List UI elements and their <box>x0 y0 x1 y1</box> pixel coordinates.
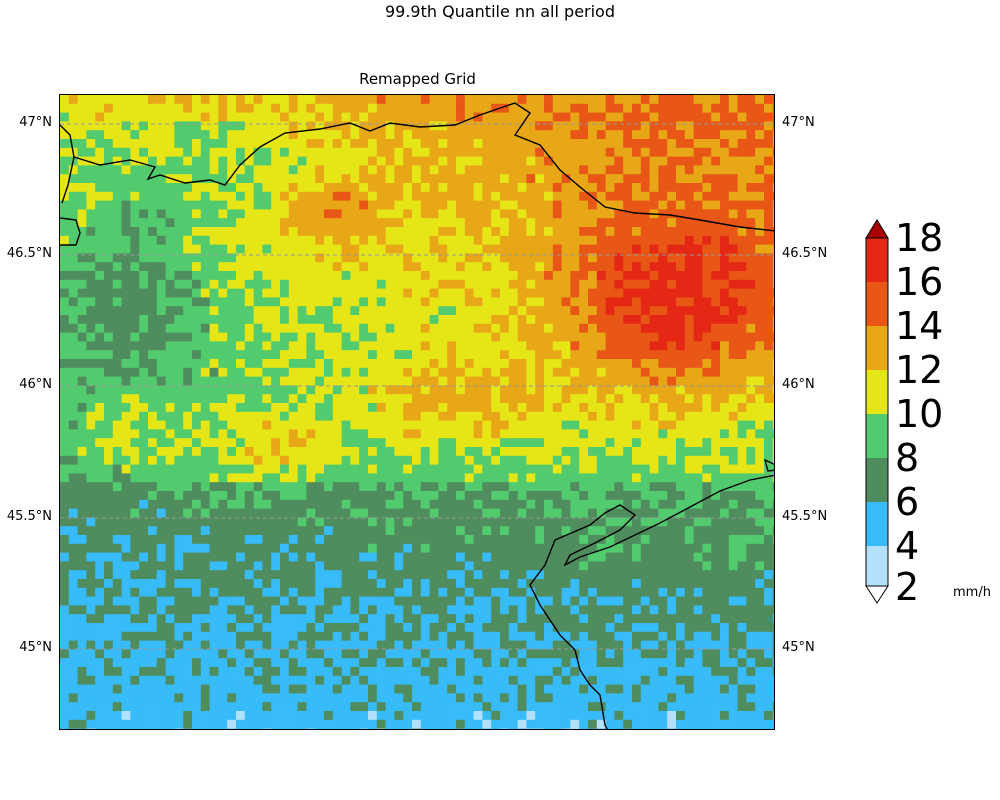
lat-label-right-47: 47°N <box>782 115 815 130</box>
colorbar-tick-10: 10 <box>895 392 944 436</box>
colorbar <box>865 219 889 604</box>
map-plot-area <box>59 94 775 730</box>
colorbar-extend-under <box>865 585 889 604</box>
lat-label-left-45-5: 45.5°N <box>6 509 52 524</box>
colorbar-bin-14-16 <box>866 282 888 326</box>
colorbar-tick-16: 16 <box>895 260 944 304</box>
map-title: Remapped Grid <box>359 70 476 88</box>
precipitation-map <box>60 95 774 729</box>
colorbar-tick-14: 14 <box>895 304 944 348</box>
coastline-2 <box>529 458 774 729</box>
colorbar-tick-12: 12 <box>895 348 944 392</box>
colorbar-bin-2-4 <box>866 546 888 586</box>
lat-label-right-46-5: 46.5°N <box>782 246 828 261</box>
lat-label-right-45-5: 45.5°N <box>782 509 828 524</box>
lat-label-left-47: 47°N <box>19 115 52 130</box>
lat-label-right-45: 45°N <box>782 640 815 655</box>
colorbar-tick-8: 8 <box>895 436 920 480</box>
coastline-1 <box>73 102 774 232</box>
colorbar-bin-10-12 <box>866 370 888 414</box>
colorbar-bin-12-14 <box>866 326 888 370</box>
colorbar-tick-18: 18 <box>895 216 944 260</box>
lat-label-left-46: 46°N <box>19 377 52 392</box>
lat-label-right-46: 46°N <box>782 377 815 392</box>
colorbar-tick-4: 4 <box>895 524 920 568</box>
colorbar-tick-2: 2 <box>895 565 920 609</box>
colorbar-bin-16-18 <box>866 238 888 282</box>
colorbar-bin-6-8 <box>866 458 888 502</box>
colorbar-bin-4-6 <box>866 502 888 546</box>
colorbar-bin-8-10 <box>866 414 888 458</box>
lat-label-left-46-5: 46.5°N <box>6 246 52 261</box>
colorbar-unit: mm/h <box>953 585 991 600</box>
precipitation-grid <box>60 95 774 729</box>
colorbar-tick-6: 6 <box>895 480 920 524</box>
colorbar-extend-over <box>865 219 889 239</box>
figure-suptitle: 99.9th Quantile nn all period <box>384 2 615 21</box>
lat-label-left-45: 45°N <box>19 640 52 655</box>
